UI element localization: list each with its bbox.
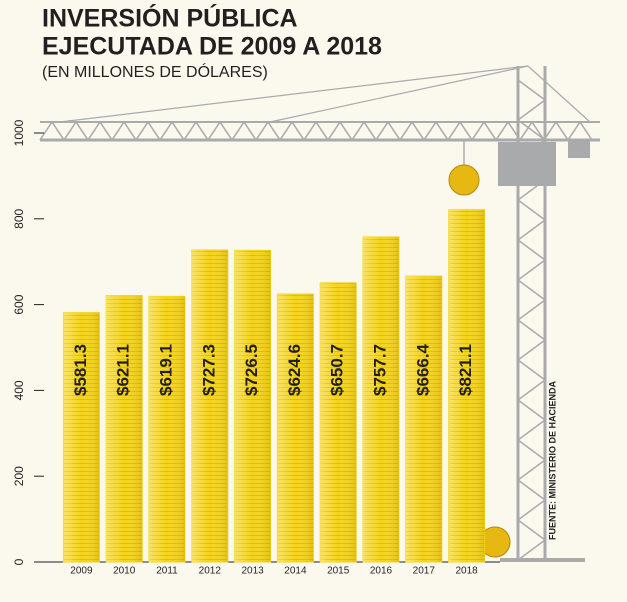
value-label: $727.3 (199, 344, 218, 396)
x-tick-label: 2013 (241, 566, 264, 577)
bar-shade (63, 312, 100, 562)
bar-shade (320, 282, 357, 562)
value-label: $624.6 (285, 344, 304, 396)
y-tick-label: 1000 (12, 119, 26, 146)
x-tick-label: 2011 (156, 566, 178, 577)
x-tick-label: 2018 (455, 566, 478, 577)
source: FUENTE: MINISTERIO DE HACIENDA (547, 380, 557, 540)
bar-shade (191, 249, 228, 563)
x-tick-label: 2009 (70, 566, 93, 577)
value-label: $619.1 (156, 344, 175, 396)
x-tick-label: 2014 (284, 566, 307, 577)
crane-decoration (39, 65, 600, 562)
value-label: $650.7 (328, 344, 347, 396)
y-tick-label: 600 (12, 294, 26, 314)
y-tick-label: 800 (12, 208, 26, 228)
value-label: $757.7 (370, 344, 389, 396)
x-tick-label: 2017 (413, 566, 436, 577)
value-label: $621.1 (114, 344, 133, 396)
x-tick-label: 2010 (113, 566, 136, 577)
y-tick-label: 0 (12, 558, 26, 565)
coin-decoration (448, 164, 480, 196)
x-tick-label: 2015 (327, 566, 350, 577)
chart-subtitle: (EN MILLONES DE DÓLARES) (42, 62, 268, 81)
x-tick-label: 2016 (370, 566, 393, 577)
bar-shade (405, 276, 442, 562)
x-tick-label: 2012 (199, 566, 222, 577)
y-tick-label: 400 (12, 380, 26, 400)
bar-shade (106, 295, 143, 562)
bar-shade (448, 209, 485, 562)
bar-shade (149, 296, 185, 562)
value-label: $666.4 (413, 343, 432, 396)
value-label: $821.1 (456, 344, 475, 396)
bar-shade (277, 294, 314, 562)
chart-title: INVERSIÓN PÚBLICA (42, 3, 298, 33)
bar-shade (234, 250, 271, 563)
value-label: $726.5 (242, 344, 261, 396)
bar-shade (363, 236, 399, 562)
value-label: $581.3 (71, 344, 90, 396)
chart-title: EJECUTADA DE 2009 A 2018 (42, 33, 382, 61)
y-tick-label: 200 (12, 466, 26, 486)
